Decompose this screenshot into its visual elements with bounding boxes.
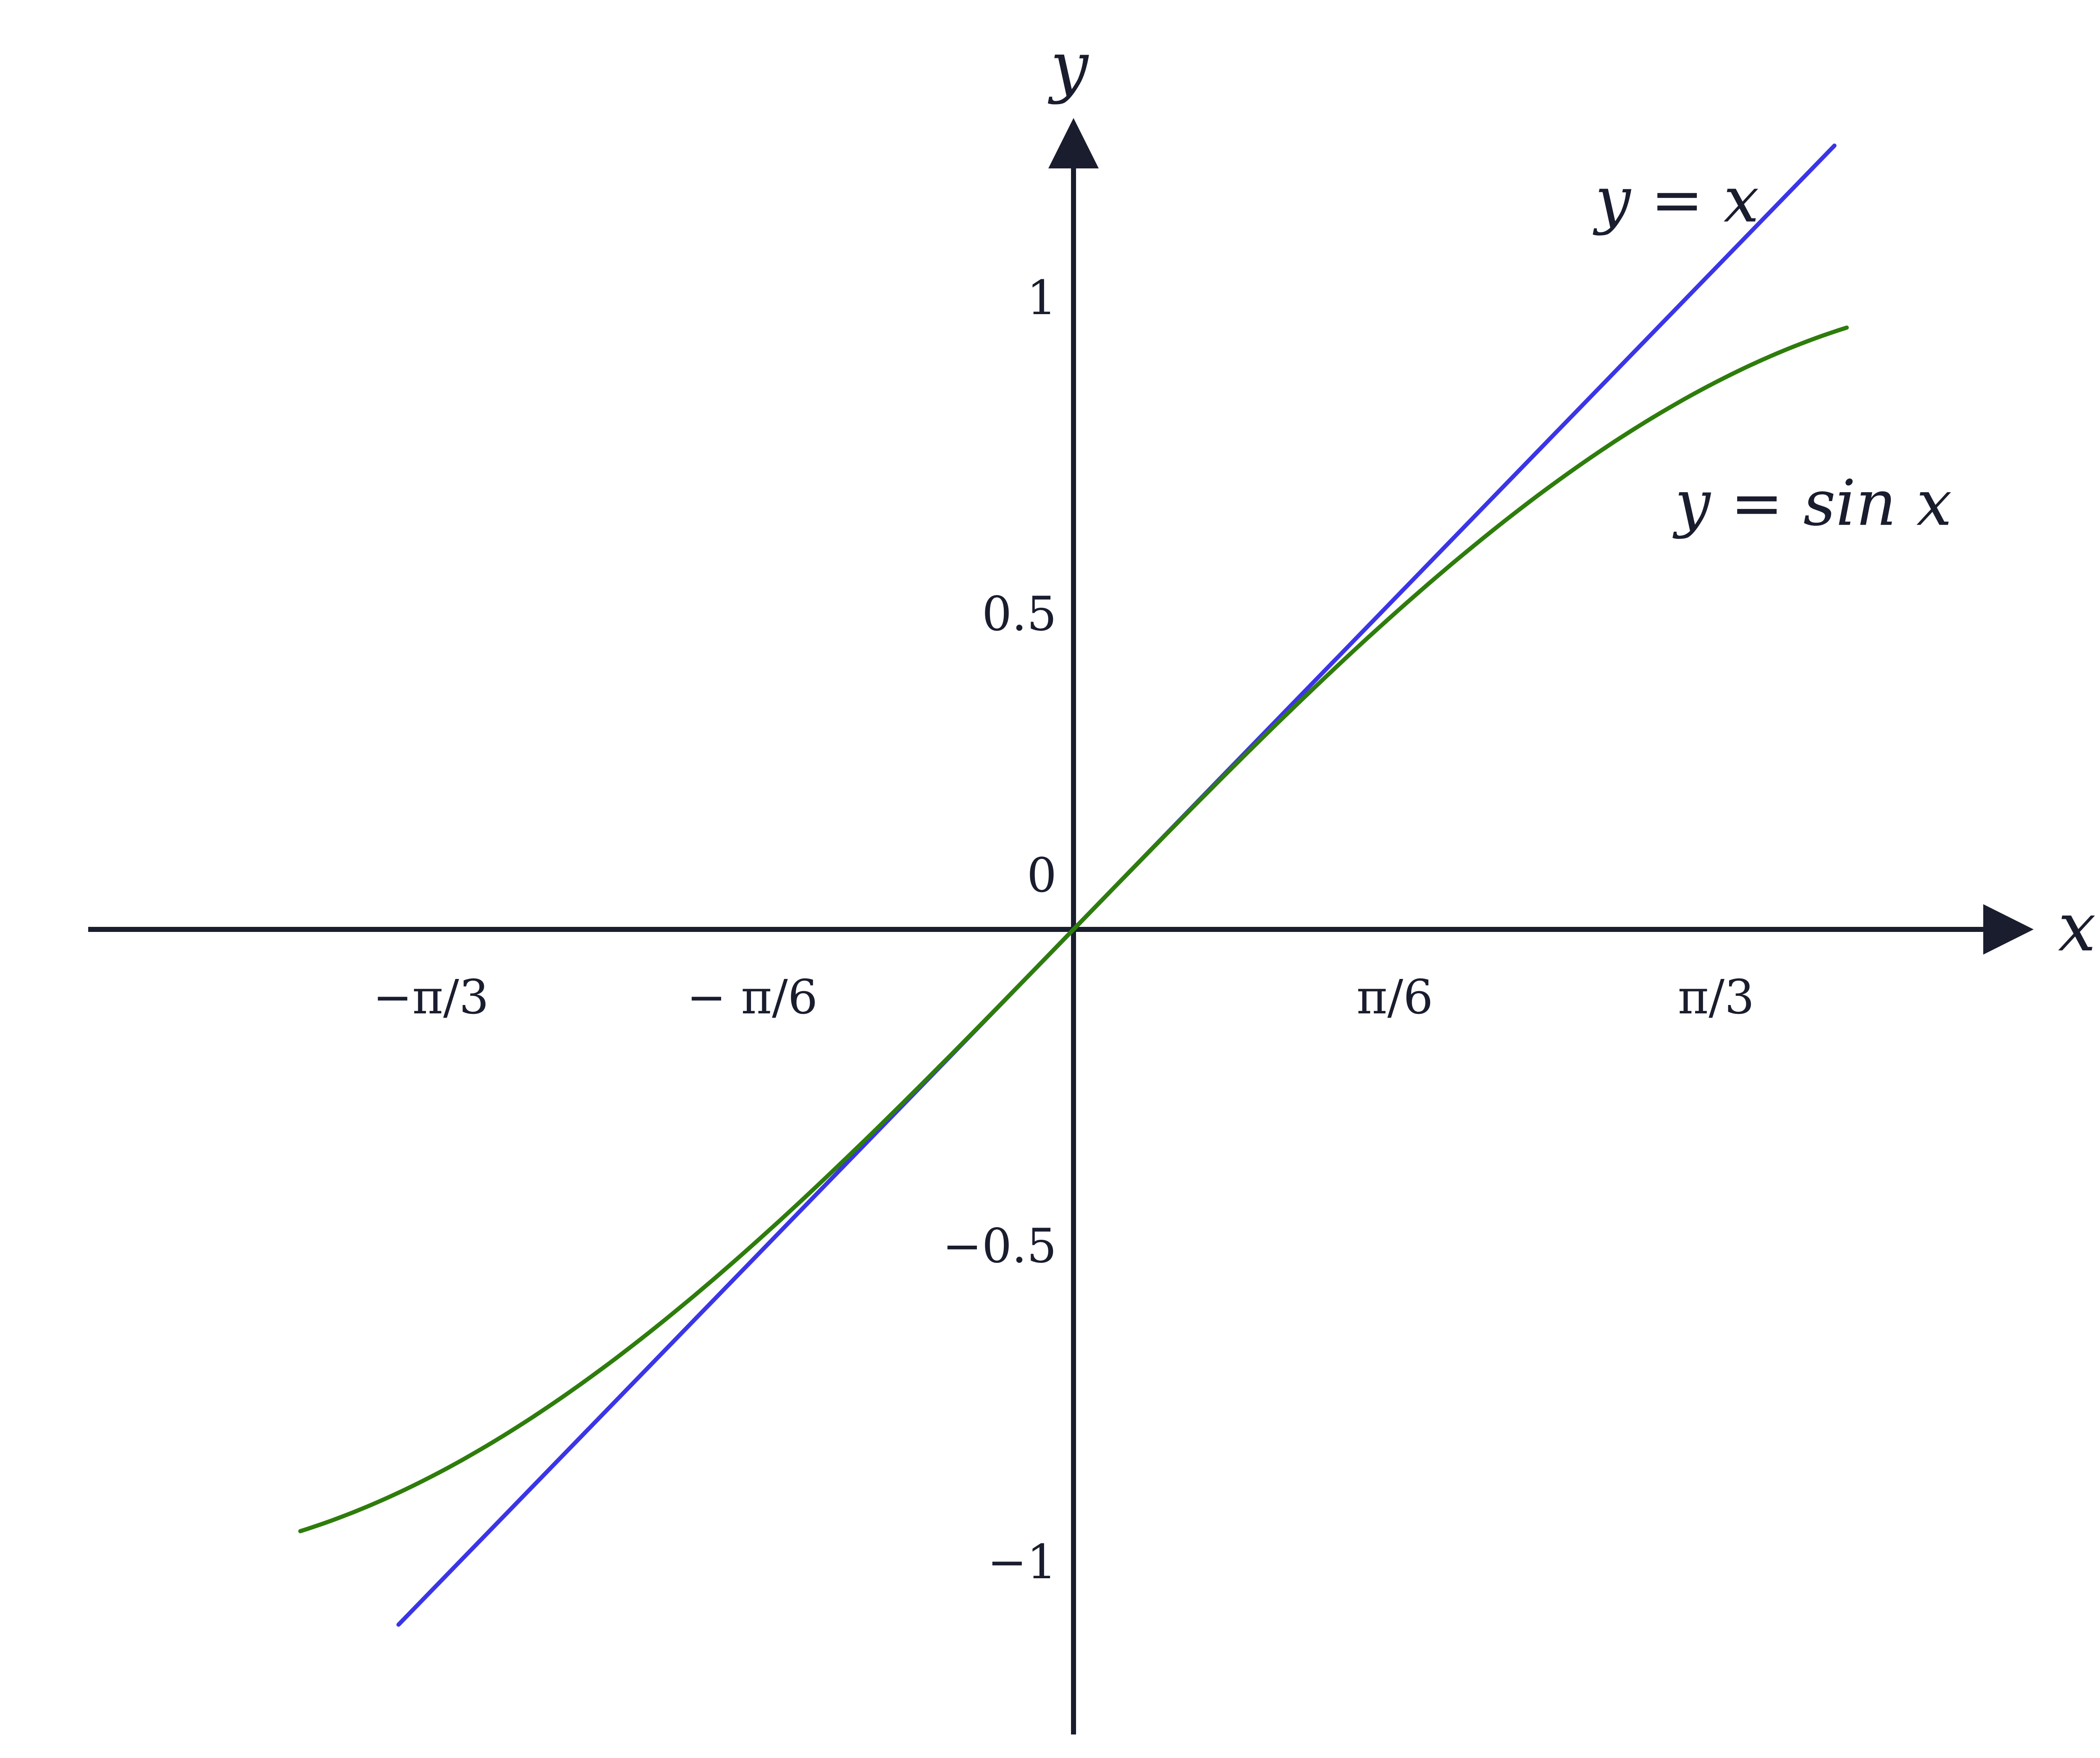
x-tick-label: π/3	[1678, 970, 1755, 1025]
tick-layer: −π/3 − π/6 π/6 π/3 1 0.5 0 −0.5 −1	[373, 271, 1755, 1590]
y-axis-label: y	[1048, 27, 1089, 105]
label-layer: x y y = x y = sin x	[1048, 27, 2096, 966]
x-tick-label: −π/3	[373, 970, 489, 1025]
y-tick-label: −0.5	[942, 1219, 1057, 1274]
x-tick-label: π/6	[1357, 970, 1433, 1025]
y-tick-label: 1	[1027, 271, 1057, 325]
series-layer	[298, 143, 1849, 1627]
label-y-equals-sin-x: y = sin x	[1672, 467, 1952, 540]
axes	[88, 118, 2034, 1734]
x-tick-label: − π/6	[687, 970, 818, 1025]
label-y-equals-x: y = x	[1593, 163, 1759, 236]
y-tick-label: −1	[987, 1535, 1057, 1590]
y-tick-label: 0	[1027, 848, 1057, 903]
y-tick-label: 0.5	[982, 587, 1057, 642]
x-axis-label: x	[2058, 888, 2096, 966]
series-line-y-equals-sin-x	[298, 325, 1849, 1533]
